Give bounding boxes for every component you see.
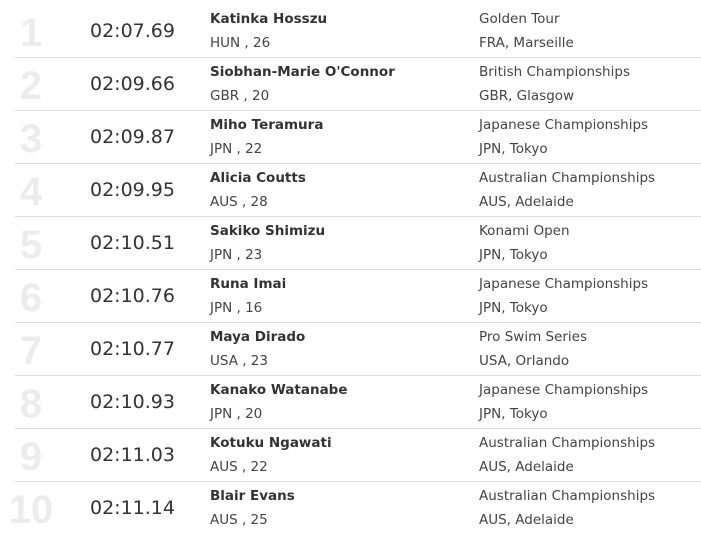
meet-name: Australian Championships — [479, 435, 656, 451]
meet-location: GBR, Glasgow — [479, 88, 575, 104]
meet-location: USA, Orlando — [479, 353, 570, 369]
ranking-row: 8 02:10.93 Kanako Watanabe JPN , 20 Japanese… — [15, 376, 701, 429]
meet-name: Japanese Championships — [479, 276, 649, 292]
meet-name: Japanese Championships — [479, 117, 649, 133]
swim-time: 02:07.69 — [90, 20, 175, 42]
swimmer-name: Alicia Coutts — [210, 170, 306, 186]
meet-name: Pro Swim Series — [479, 329, 588, 345]
rank-number: 10 — [8, 488, 54, 532]
swimmer-name: Siobhan-Marie O'Connor — [210, 64, 395, 80]
swimmer-country-age: AUS , 28 — [210, 194, 268, 210]
swimmer-name: Miho Teramura — [210, 117, 324, 133]
meet-name: Australian Championships — [479, 170, 656, 186]
swimmer-country-age: AUS , 25 — [210, 512, 268, 528]
swimmer-country-age: GBR , 20 — [210, 88, 270, 104]
swimmer-name: Kotuku Ngawati — [210, 435, 332, 451]
swim-time: 02:11.14 — [90, 497, 175, 519]
ranking-row: 10 02:11.14 Blair Evans AUS , 25 Australian … — [9, 482, 701, 534]
meet-location: AUS, Adelaide — [479, 459, 574, 475]
swim-time: 02:09.87 — [90, 126, 175, 148]
rank-number: 1 — [19, 11, 43, 55]
swimmer-country-age: JPN , 20 — [210, 406, 263, 422]
swimmer-name: Maya Dirado — [210, 329, 306, 345]
rank-number: 3 — [19, 117, 43, 161]
swimmer-country-age: USA , 23 — [210, 353, 268, 369]
rankings-list: 1 02:07.69 Katinka Hosszu HUN , 26 Golden To… — [0, 5, 701, 534]
swimmer-name: Kanako Watanabe — [210, 382, 348, 398]
meet-name: Konami Open — [479, 223, 570, 239]
meet-location: JPN, Tokyo — [479, 247, 548, 263]
meet-location: FRA, Marseille — [479, 35, 574, 51]
meet-location: AUS, Adelaide — [479, 194, 574, 210]
meet-location: JPN, Tokyo — [479, 406, 548, 422]
rank-number: 4 — [19, 170, 43, 214]
meet-name: Golden Tour — [479, 11, 560, 27]
meet-name: British Championships — [479, 64, 630, 80]
ranking-row: 9 02:11.03 Kotuku Ngawati AUS , 22 Australia… — [15, 429, 701, 482]
swimmer-country-age: AUS , 22 — [210, 459, 268, 475]
rank-number: 8 — [19, 382, 43, 426]
rank-number: 2 — [19, 64, 43, 108]
meet-name: Australian Championships — [479, 488, 656, 504]
swim-time: 02:10.77 — [90, 338, 175, 360]
swimmer-country-age: JPN , 23 — [210, 247, 263, 263]
swimmer-name: Runa Imai — [210, 276, 287, 292]
ranking-row: 7 02:10.77 Maya Dirado USA , 23 Pro Swim Ser… — [15, 323, 701, 376]
ranking-row: 6 02:10.76 Runa Imai JPN , 16 Japanese Champ… — [15, 270, 701, 323]
ranking-row: 3 02:09.87 Miho Teramura JPN , 22 Japanese C… — [15, 111, 701, 164]
rank-number: 6 — [19, 276, 43, 320]
swimmer-name: Katinka Hosszu — [210, 11, 328, 27]
ranking-row: 2 02:09.66 Siobhan-Marie O'Connor GBR , 20 B… — [15, 58, 701, 111]
meet-name: Japanese Championships — [479, 382, 649, 398]
ranking-row: 4 02:09.95 Alicia Coutts AUS , 28 Australian… — [15, 164, 701, 217]
meet-location: JPN, Tokyo — [479, 141, 548, 157]
ranking-row: 1 02:07.69 Katinka Hosszu HUN , 26 Golden To… — [15, 5, 701, 58]
swim-time: 02:11.03 — [90, 444, 175, 466]
swim-time: 02:09.95 — [90, 179, 175, 201]
swimmer-country-age: JPN , 16 — [210, 300, 263, 316]
swimmer-country-age: HUN , 26 — [210, 35, 271, 51]
rank-number: 5 — [19, 223, 43, 267]
swimmer-name: Blair Evans — [210, 488, 295, 504]
swim-time: 02:10.93 — [90, 391, 175, 413]
meet-location: AUS, Adelaide — [479, 512, 574, 528]
meet-location: JPN, Tokyo — [479, 300, 548, 316]
swim-time: 02:10.51 — [90, 232, 175, 254]
ranking-row: 5 02:10.51 Sakiko Shimizu JPN , 23 Konami Op… — [15, 217, 701, 270]
rank-number: 9 — [19, 435, 43, 479]
rank-number: 7 — [19, 329, 43, 373]
swimmer-country-age: JPN , 22 — [210, 141, 263, 157]
swim-time: 02:10.76 — [90, 285, 175, 307]
swim-time: 02:09.66 — [90, 73, 175, 95]
swimmer-name: Sakiko Shimizu — [210, 223, 326, 239]
